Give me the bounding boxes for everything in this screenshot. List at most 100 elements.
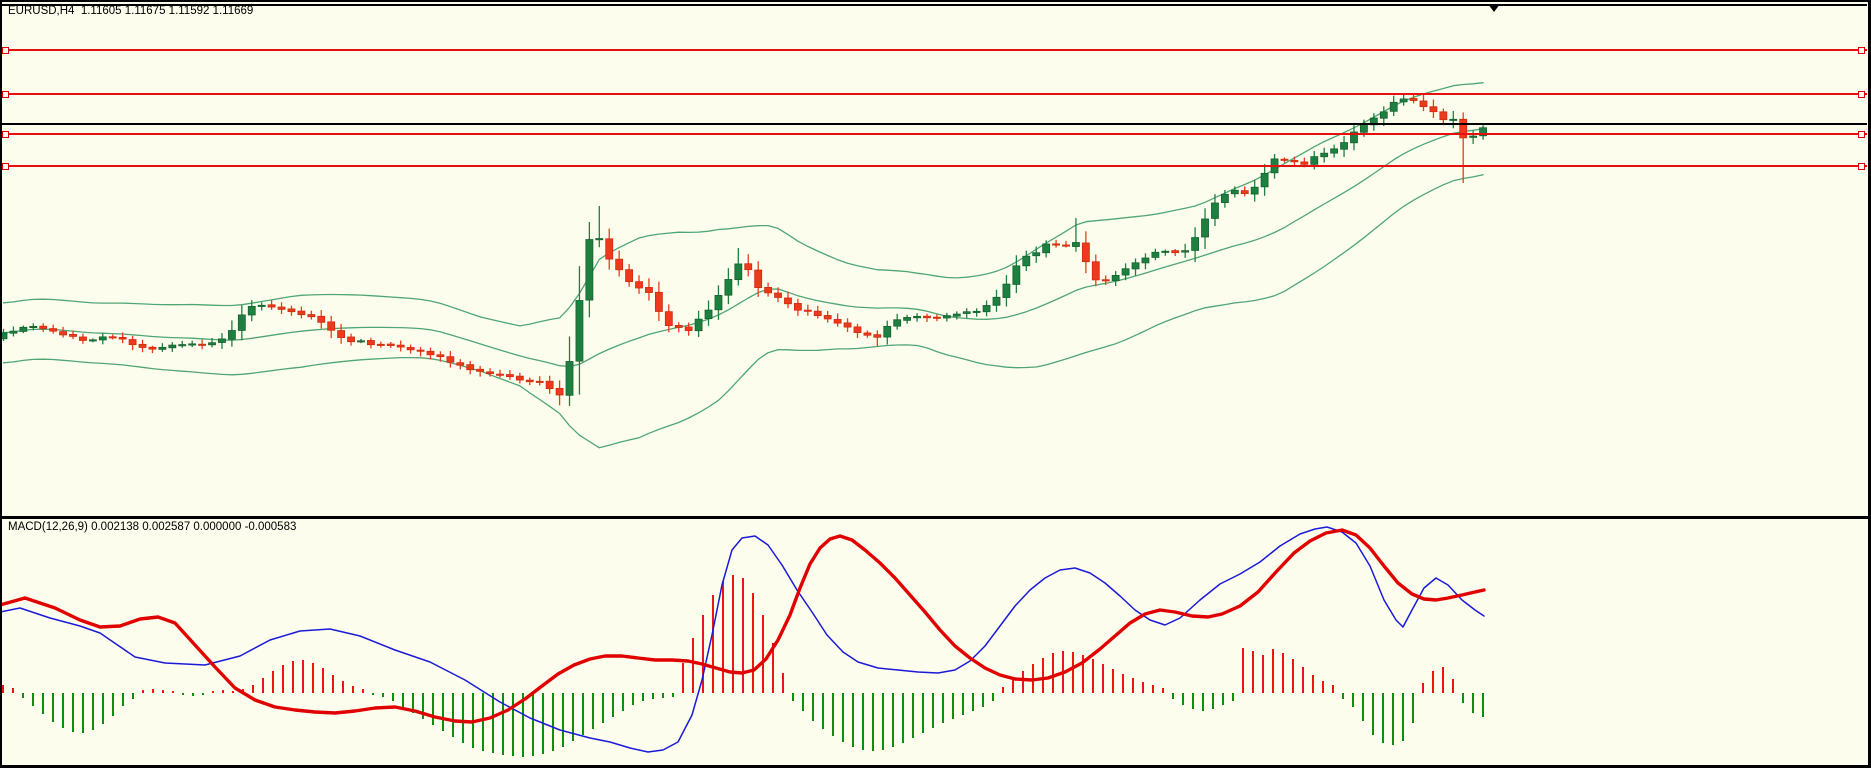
candles-layer: [0, 93, 1487, 406]
candle: [873, 334, 882, 338]
window-border-top: [0, 0, 1871, 2]
macd-histogram: [2, 575, 1484, 757]
candle: [654, 291, 663, 312]
candle: [1379, 111, 1388, 119]
candle: [515, 375, 524, 381]
candle: [1350, 131, 1358, 144]
candle: [98, 336, 107, 341]
candle: [714, 295, 723, 311]
candle: [237, 314, 246, 331]
candle: [585, 239, 594, 301]
candle: [436, 354, 445, 358]
candle: [1469, 135, 1478, 138]
candle: [158, 346, 167, 350]
line-handle-right[interactable]: [1858, 162, 1865, 170]
candle: [863, 332, 872, 336]
candle: [575, 300, 584, 362]
candle: [347, 336, 355, 343]
line-handle-left[interactable]: [2, 130, 9, 138]
red-horizontal-line-2[interactable]: [2, 93, 1867, 95]
candle: [218, 338, 226, 343]
line-handle-left[interactable]: [2, 162, 9, 170]
candle: [277, 306, 286, 310]
candle: [535, 380, 544, 383]
candle: [108, 336, 117, 339]
candle: [962, 311, 971, 314]
candle: [784, 297, 792, 305]
candle: [1121, 268, 1130, 276]
candle: [813, 310, 822, 317]
panel-separator[interactable]: [0, 516, 1871, 519]
candle: [1131, 262, 1140, 270]
candle: [416, 349, 425, 352]
window-border-left: [0, 0, 2, 768]
candle: [1280, 158, 1289, 161]
candle: [1320, 152, 1329, 158]
candle: [327, 321, 336, 331]
candle: [257, 304, 266, 307]
candle: [704, 309, 713, 320]
candle: [843, 322, 852, 328]
candle: [992, 296, 1001, 306]
candle: [1022, 255, 1031, 267]
candle: [982, 305, 991, 313]
candle: [1161, 250, 1170, 253]
candle: [208, 342, 216, 346]
candle: [744, 263, 753, 271]
candle: [674, 324, 683, 328]
candle: [1220, 193, 1229, 203]
candle: [396, 344, 405, 348]
window-border-right: [1868, 0, 1871, 768]
candle: [903, 317, 912, 321]
candle: [734, 263, 743, 281]
line-handle-right[interactable]: [1858, 130, 1865, 138]
candle: [1072, 242, 1080, 247]
candle: [506, 374, 514, 378]
candle: [406, 347, 415, 351]
candle: [645, 287, 653, 293]
line-handle-right[interactable]: [1858, 46, 1865, 54]
candle: [684, 326, 693, 331]
bollinger-bands: [2, 82, 1484, 449]
red-horizontal-line-5[interactable]: [2, 165, 1867, 167]
candle: [1479, 127, 1487, 137]
candle: [1171, 250, 1180, 254]
candle: [724, 279, 733, 296]
candle: [476, 368, 485, 372]
candle: [9, 330, 18, 334]
candle: [615, 258, 624, 271]
candle: [555, 387, 564, 396]
window-border-bottom: [0, 765, 1871, 768]
candle: [1300, 161, 1309, 165]
line-handle-left[interactable]: [2, 90, 9, 98]
candle: [337, 330, 346, 338]
line-handle-right[interactable]: [1858, 90, 1865, 98]
red-horizontal-line-4[interactable]: [2, 133, 1867, 135]
candle: [694, 318, 703, 332]
candle: [525, 379, 534, 383]
candle: [952, 313, 961, 317]
black-horizontal-line-3[interactable]: [2, 123, 1867, 125]
red-horizontal-line-1[interactable]: [2, 49, 1867, 51]
candle: [0, 332, 8, 340]
candle: [307, 314, 316, 318]
candle: [794, 303, 802, 311]
candle: [486, 371, 494, 374]
candle: [893, 319, 902, 327]
candle: [118, 336, 127, 340]
line-handle-left[interactable]: [2, 46, 9, 54]
candle: [883, 325, 892, 338]
candle: [1052, 243, 1060, 246]
candle: [357, 340, 365, 343]
candle: [446, 356, 455, 363]
candle: [972, 310, 981, 313]
candle: [913, 315, 921, 319]
candle: [1230, 189, 1239, 195]
candle: [923, 315, 931, 319]
black-horizontal-line-0[interactable]: [2, 4, 1867, 6]
candle: [1111, 274, 1120, 281]
candle: [595, 238, 604, 241]
candle: [1091, 261, 1100, 281]
